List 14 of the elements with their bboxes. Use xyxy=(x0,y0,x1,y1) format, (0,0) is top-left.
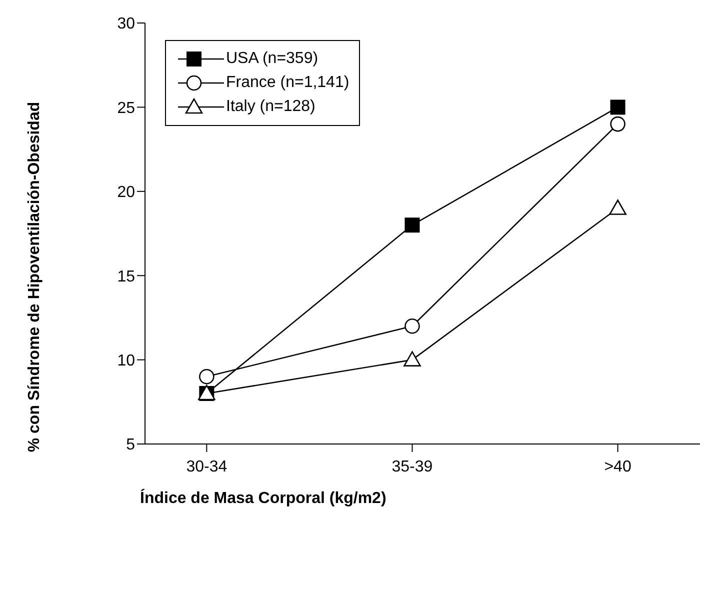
y-tick-label: 30 xyxy=(117,16,136,33)
legend-label: USA (n=359) xyxy=(226,50,318,68)
x-tick-label: 30-34 xyxy=(186,458,228,476)
y-tick-label: 15 xyxy=(117,268,136,286)
legend-label: Italy (n=128) xyxy=(226,98,316,116)
y-tick-label: 5 xyxy=(126,436,136,454)
legend-label: France (n=1,141) xyxy=(226,74,350,92)
x-tick-label: >40 xyxy=(604,458,632,476)
y-tick-label: 20 xyxy=(117,184,136,202)
y-tick-label: 25 xyxy=(117,100,136,117)
x-tick-label: 35-39 xyxy=(392,458,433,476)
y-axis-title: % con Síndrome de Hipoventilación-Obesidad xyxy=(26,101,44,452)
y-tick-label: 10 xyxy=(117,352,136,370)
x-axis-title: Índice de Masa Corporal (kg/m2) xyxy=(140,488,386,507)
